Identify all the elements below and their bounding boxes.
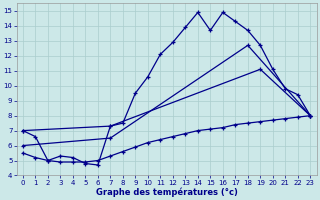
X-axis label: Graphe des températures (°c): Graphe des températures (°c): [96, 187, 237, 197]
